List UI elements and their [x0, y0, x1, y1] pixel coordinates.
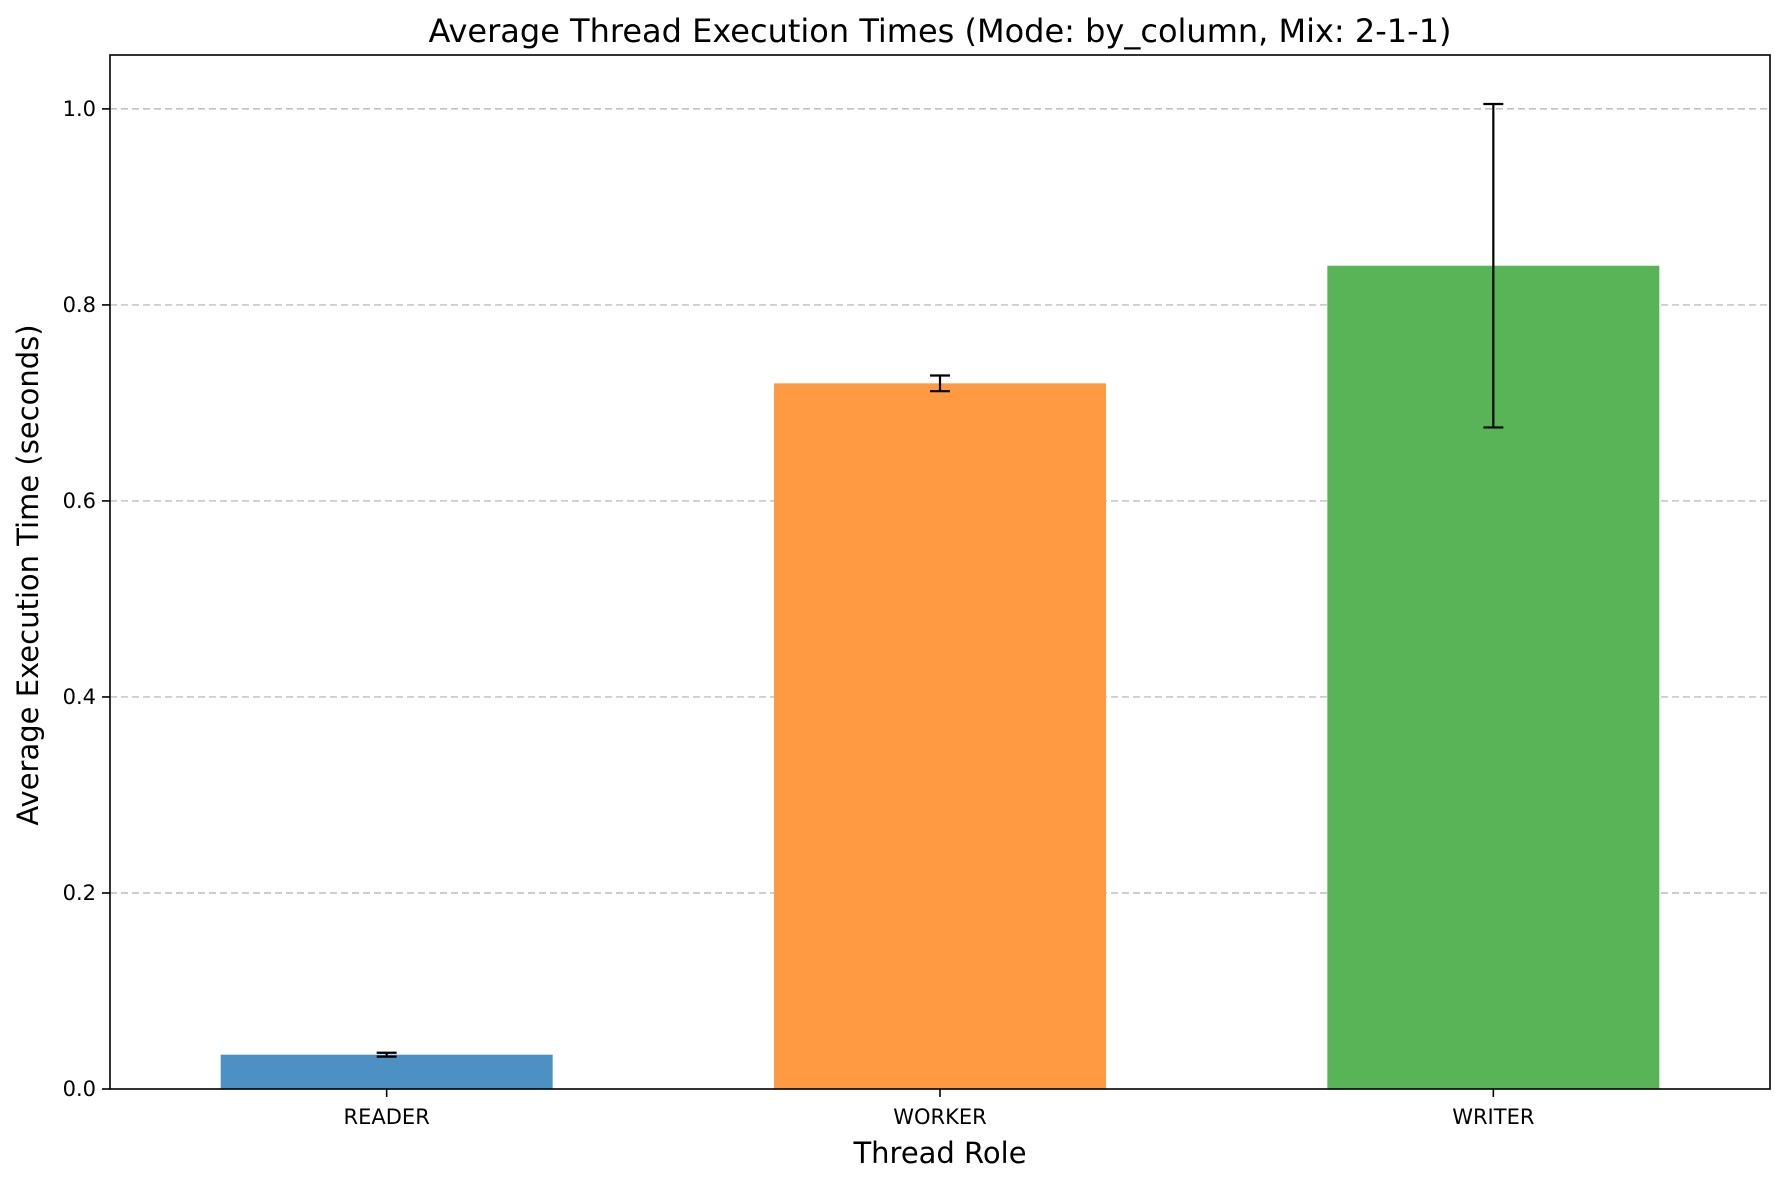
- x-tick-label: WORKER: [893, 1105, 987, 1129]
- x-axis-ticks: READER WORKER WRITER: [344, 1089, 1534, 1129]
- bar-reader: [220, 1054, 553, 1089]
- error-bars: [376, 102, 1504, 1058]
- y-axis-ticks: 0.0 0.2 0.4 0.6 0.8 1.0: [63, 97, 110, 1101]
- y-tick-label: 0.0: [63, 1077, 96, 1101]
- y-tick-label: 0.4: [63, 685, 96, 709]
- y-tick-label: 1.0: [63, 97, 96, 121]
- bar-worker: [774, 383, 1106, 1089]
- y-tick-label: 0.8: [63, 293, 96, 317]
- x-tick-label: READER: [344, 1105, 430, 1129]
- chart-title: Average Thread Execution Times (Mode: by…: [428, 12, 1451, 50]
- y-tick-label: 0.6: [63, 489, 96, 513]
- y-tick-label: 0.2: [63, 881, 96, 905]
- bars: [220, 265, 1660, 1090]
- x-axis-label: Thread Role: [852, 1136, 1026, 1170]
- x-tick-label: WRITER: [1452, 1105, 1534, 1129]
- y-axis-label: Average Execution Time (seconds): [11, 324, 45, 825]
